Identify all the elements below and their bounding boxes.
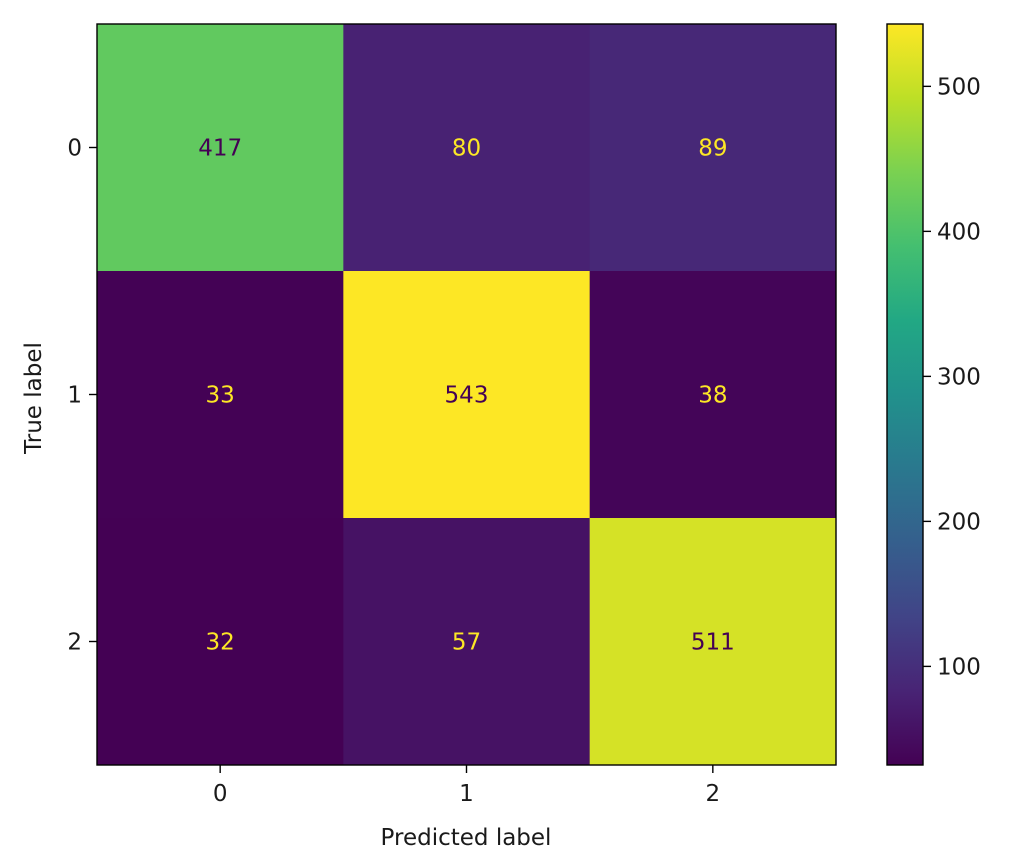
x-tick-label: 0	[213, 781, 228, 807]
y-axis-label: True label	[21, 342, 47, 455]
y-tick-label: 1	[67, 383, 82, 409]
y-axis-ticks: 0 1 2	[67, 136, 97, 656]
colorbar-gradient	[887, 24, 923, 765]
x-tick-label: 1	[459, 781, 474, 807]
heatmap-cell	[589, 271, 837, 519]
cell-value-label: 32	[206, 630, 235, 656]
x-axis-label: Predicted label	[381, 825, 552, 851]
cell-value-label: 38	[698, 383, 727, 409]
colorbar-tick-label: 400	[937, 219, 981, 245]
heatmap-cell	[343, 518, 591, 766]
heatmap-cell	[97, 24, 344, 272]
colorbar-ticks: 100 200 300 400 500	[923, 74, 981, 680]
cell-value-label: 80	[452, 136, 481, 162]
heatmap-cells	[97, 24, 837, 766]
cell-value-label: 89	[698, 136, 727, 162]
heatmap-cell	[97, 271, 344, 519]
cell-value-label: 417	[198, 136, 242, 162]
y-tick-label: 2	[67, 630, 82, 656]
y-tick-label: 0	[67, 136, 82, 162]
heatmap-cell	[589, 24, 837, 272]
colorbar-frame	[886, 23, 924, 766]
colorbar-tick-label: 300	[937, 364, 981, 390]
colorbar-tick-label: 100	[937, 654, 981, 680]
heatmap-cell	[97, 518, 344, 766]
heatmap-cell	[589, 518, 837, 766]
x-tick-label: 2	[706, 781, 721, 807]
cell-value-label: 543	[445, 383, 489, 409]
cell-value-label: 511	[691, 630, 735, 656]
cell-value-labels: 417 80 89 33 543 38 32 57 511	[198, 136, 735, 656]
cell-value-label: 57	[452, 630, 481, 656]
colorbar-tick-label: 200	[937, 509, 981, 535]
cell-value-label: 33	[206, 383, 235, 409]
x-axis-ticks: 0 1 2	[213, 765, 720, 807]
heatmap-cell	[343, 271, 591, 519]
heatmap-cell	[343, 24, 591, 272]
colorbar-tick-label: 500	[937, 74, 981, 100]
